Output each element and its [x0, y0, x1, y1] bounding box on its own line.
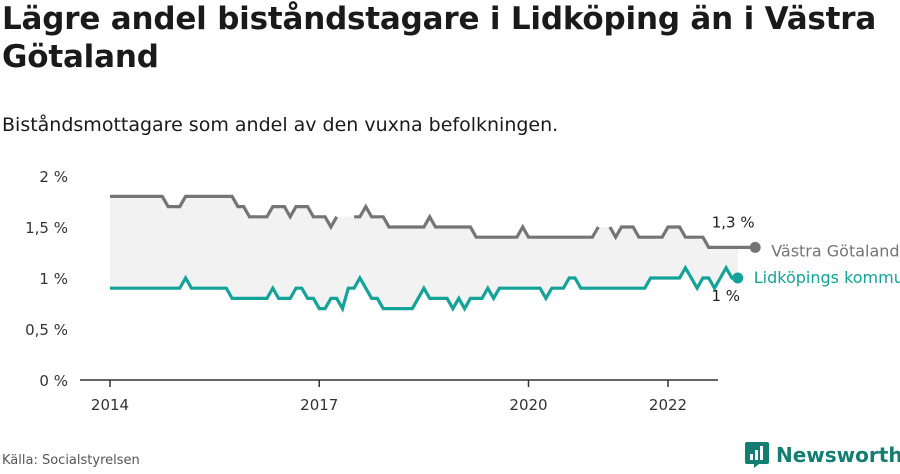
chart-subtitle: Biståndsmottagare som andel av den vuxna…	[2, 114, 559, 136]
y-tick-label: 0,5 %	[25, 321, 68, 339]
brand-name: Newsworthy	[776, 443, 900, 467]
end-value-label: 1 %	[711, 287, 740, 305]
chart-title: Lägre andel biståndstagare i Lidköping ä…	[2, 1, 877, 75]
series-label: Västra Götalands län	[771, 241, 900, 260]
end-marker-vastra-gotaland	[749, 241, 761, 253]
series-label: Lidköpings kommun	[754, 268, 900, 287]
y-tick-label: 1,5 %	[25, 219, 68, 237]
y-tick-label: 1 %	[39, 270, 68, 288]
end-value-label: 1,3 %	[712, 213, 755, 231]
x-tick-label: 2020	[509, 396, 547, 414]
series-line-vastra-gotaland	[110, 194, 756, 249]
y-tick-label: 0 %	[39, 372, 68, 390]
range-band	[110, 196, 738, 309]
series-line-lidkoping	[110, 264, 738, 313]
x-tick-label: 2014	[91, 396, 129, 414]
newsworthy-icon	[745, 442, 769, 468]
source-note: Källa: Socialstyrelsen	[2, 453, 140, 468]
y-tick-label: 2 %	[39, 168, 68, 186]
x-tick-label: 2022	[649, 396, 687, 414]
x-tick-label: 2017	[300, 396, 338, 414]
end-marker-lidkoping	[732, 272, 744, 284]
brand-logo: Newsworthy	[744, 440, 900, 470]
